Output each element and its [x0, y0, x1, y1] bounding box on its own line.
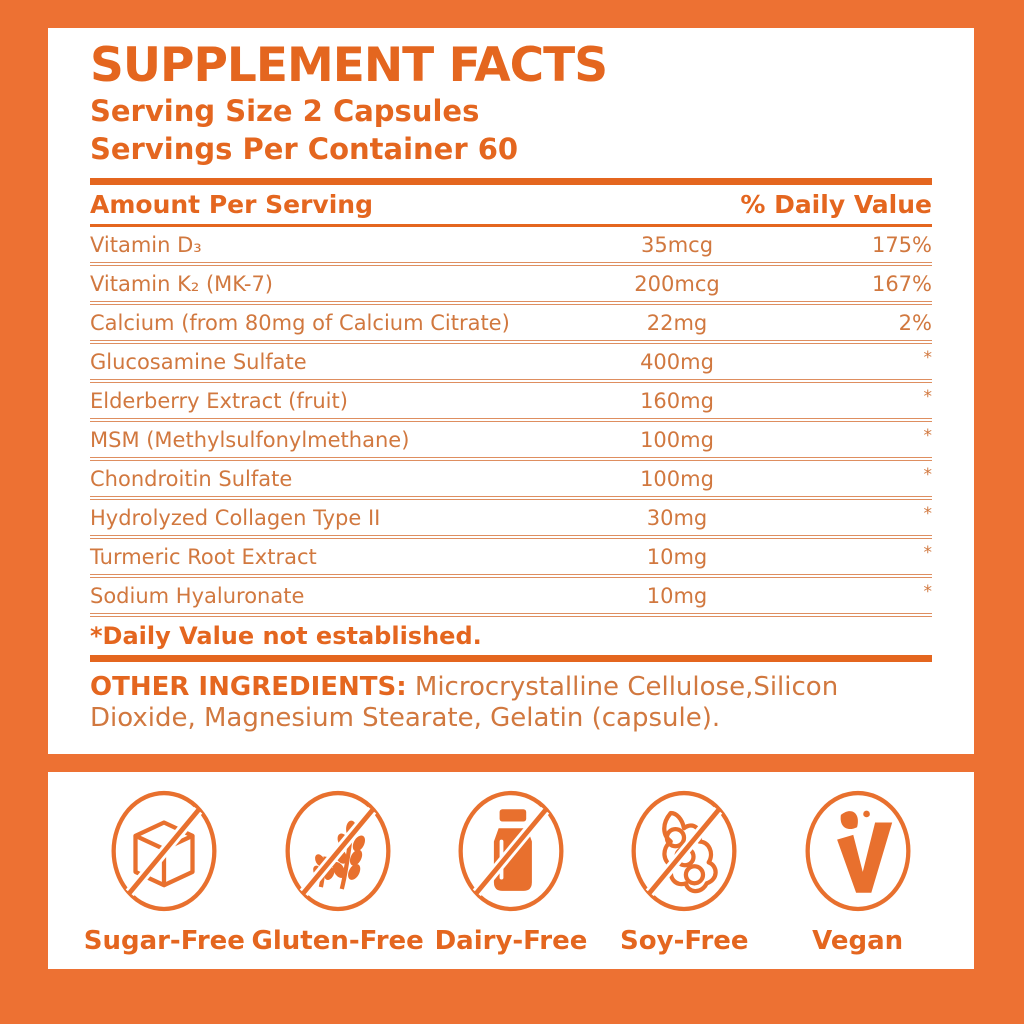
- row-separator: [90, 574, 932, 578]
- table-row: Hydrolyzed Collagen Type II 30mg *: [90, 500, 932, 535]
- badge-gluten-free: Gluten-Free: [251, 788, 424, 956]
- serving-size: Serving Size 2 Capsules: [90, 94, 480, 128]
- ingredient-name: Elderberry Extract (fruit): [90, 388, 348, 413]
- ingredient-amount: 10mg: [646, 583, 708, 608]
- ingredient-dv: 2%: [898, 310, 932, 335]
- row-separator: [90, 379, 932, 383]
- ingredient-dv: 175%: [871, 232, 932, 257]
- badge-label: Vegan: [812, 926, 904, 956]
- ingredient-name: MSM (Methylsulfonylmethane): [90, 427, 410, 452]
- dairy-free-icon: [458, 790, 564, 912]
- table-row: Vitamin K₂ (MK-7) 200mcg 167%: [90, 266, 932, 301]
- ingredient-dv: *: [923, 426, 933, 446]
- supplement-facts-panel: SUPPLEMENT FACTS Serving Size 2 Capsules…: [48, 28, 974, 754]
- ingredient-name: Hydrolyzed Collagen Type II: [90, 505, 381, 530]
- badge-sugar-free: Sugar-Free: [79, 788, 249, 956]
- badge-label: Gluten-Free: [251, 926, 424, 956]
- badge-vegan: Vegan: [773, 788, 943, 956]
- daily-value-footnote: *Daily Value not established.: [90, 622, 482, 650]
- row-separator: [90, 457, 932, 461]
- sugar-free-icon: [111, 790, 217, 912]
- table-row: Chondroitin Sulfate 100mg *: [90, 461, 932, 496]
- soy-free-icon: [631, 790, 737, 912]
- ingredient-dv: *: [923, 504, 933, 524]
- row-separator: [90, 496, 932, 500]
- badge-label: Soy-Free: [620, 926, 749, 956]
- other-ingredients-label: OTHER INGREDIENTS:: [90, 672, 407, 702]
- badge-row: Sugar-Free Gluten-Free: [76, 788, 946, 956]
- row-separator: [90, 340, 932, 344]
- ingredient-amount: 35mcg: [640, 232, 714, 257]
- ingredient-dv: 167%: [871, 271, 932, 296]
- ingredient-name: Sodium Hyaluronate: [90, 583, 305, 608]
- row-separator: [90, 301, 932, 305]
- ingredient-dv: *: [923, 465, 933, 485]
- ingredient-amount: 100mg: [640, 427, 714, 452]
- badges-panel: Sugar-Free Gluten-Free: [48, 772, 974, 969]
- ingredient-amount: 200mcg: [634, 271, 720, 296]
- table-header-row: Amount Per Serving % Daily Value: [90, 185, 932, 227]
- badge-dairy-free: Dairy-Free: [426, 788, 596, 956]
- ingredient-amount: 10mg: [646, 544, 708, 569]
- other-ingredients: OTHER INGREDIENTS: Microcrystalline Cell…: [90, 672, 932, 734]
- supplement-facts-title: SUPPLEMENT FACTS: [90, 38, 608, 93]
- ingredient-name: Glucosamine Sulfate: [90, 349, 307, 374]
- badge-soy-free: Soy-Free: [599, 788, 769, 956]
- vegan-icon: [805, 790, 911, 912]
- gluten-free-icon: [285, 790, 391, 912]
- ingredient-dv: *: [923, 348, 933, 368]
- row-separator: [90, 262, 932, 266]
- ingredient-dv: *: [923, 582, 933, 602]
- table-row: Sodium Hyaluronate 10mg *: [90, 578, 932, 613]
- ingredient-name: Calcium (from 80mg of Calcium Citrate): [90, 310, 510, 335]
- table-row: Turmeric Root Extract 10mg *: [90, 539, 932, 574]
- ingredient-dv: *: [923, 543, 933, 563]
- table-row: Vitamin D₃ 35mcg 175%: [90, 227, 932, 262]
- row-separator: [90, 535, 932, 539]
- ingredient-amount: 160mg: [640, 388, 714, 413]
- ingredient-name: Vitamin D₃: [90, 232, 202, 257]
- ingredient-amount: 30mg: [646, 505, 708, 530]
- ingredient-dv: *: [923, 387, 933, 407]
- table-row: Glucosamine Sulfate 400mg *: [90, 344, 932, 379]
- servings-per-container: Servings Per Container 60: [90, 132, 519, 166]
- row-separator: [90, 613, 932, 617]
- table-row: MSM (Methylsulfonylmethane) 100mg *: [90, 422, 932, 457]
- ingredient-amount: 22mg: [646, 310, 708, 335]
- amount-per-serving-header: Amount Per Serving: [90, 190, 373, 219]
- divider-thick-bottom: [90, 655, 932, 662]
- divider-thick-top: [90, 178, 932, 185]
- badge-label: Sugar-Free: [83, 926, 245, 956]
- ingredient-name: Chondroitin Sulfate: [90, 466, 293, 491]
- ingredient-amount: 100mg: [640, 466, 714, 491]
- ingredient-name: Vitamin K₂ (MK-7): [90, 271, 273, 296]
- other-ingredients-text: Microcrystalline Cellulose,Silicon Dioxi…: [90, 672, 839, 733]
- ingredient-amount: 400mg: [640, 349, 714, 374]
- table-row: Elderberry Extract (fruit) 160mg *: [90, 383, 932, 418]
- row-separator: [90, 418, 932, 422]
- badge-label: Dairy-Free: [434, 926, 588, 956]
- table-row: Calcium (from 80mg of Calcium Citrate) 2…: [90, 305, 932, 340]
- daily-value-header: % Daily Value: [740, 190, 932, 219]
- ingredient-name: Turmeric Root Extract: [90, 544, 317, 569]
